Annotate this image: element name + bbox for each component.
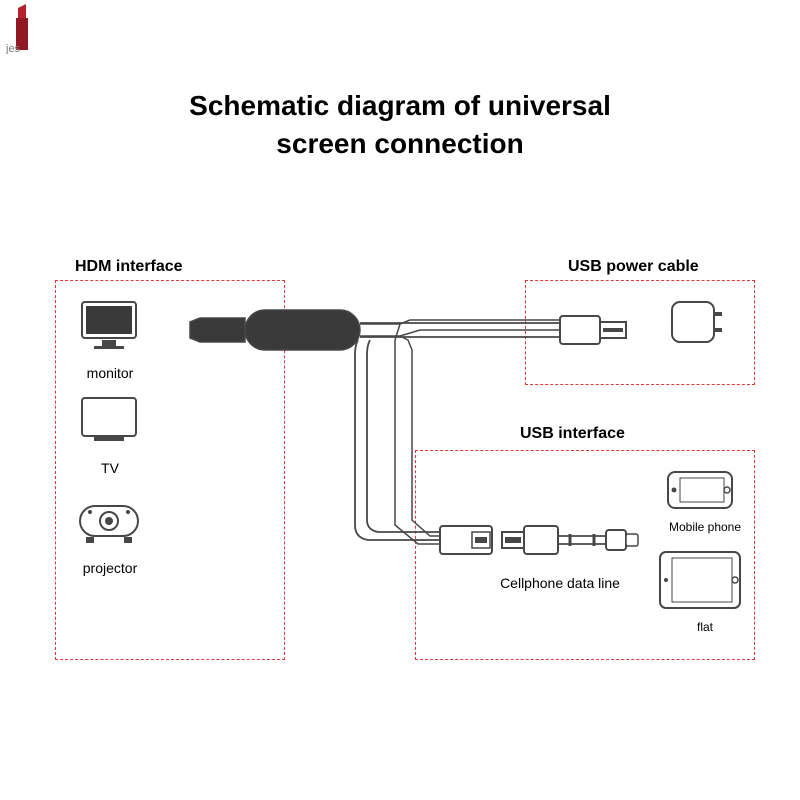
title-line-1: Schematic diagram of universal <box>0 90 800 122</box>
flat-label: flat <box>655 620 755 634</box>
projector-label: projector <box>60 560 160 576</box>
page-title: Schematic diagram of universal screen co… <box>0 90 800 160</box>
title-line-2: screen connection <box>0 128 800 160</box>
usb-power-box <box>525 280 755 385</box>
monitor-label: monitor <box>70 365 150 381</box>
mobile-label: Mobile phone <box>655 520 755 534</box>
tv-label: TV <box>70 460 150 476</box>
usb-power-label: USB power cable <box>568 258 699 276</box>
usb-interface-label: USB interface <box>520 425 625 443</box>
hdm-label: HDM interface <box>75 258 183 276</box>
brand-logo: jes <box>4 4 44 54</box>
svg-text:jes: jes <box>5 43 21 54</box>
dataline-label: Cellphone data line <box>470 575 650 591</box>
